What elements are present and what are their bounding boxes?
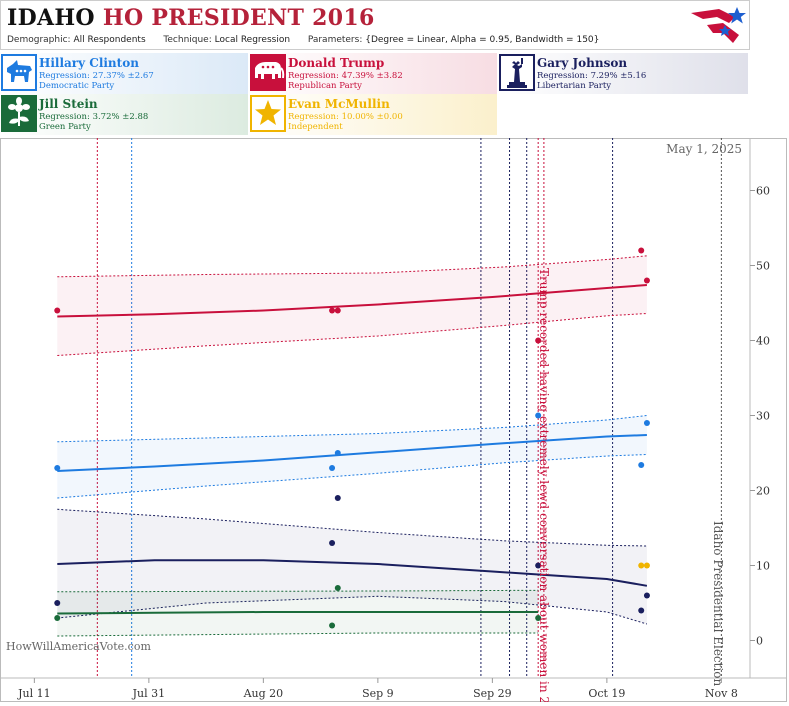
x-tick-label: Jul 11 <box>17 687 51 700</box>
donkey-icon <box>1 54 37 91</box>
x-tick-label: Oct 19 <box>588 687 625 700</box>
candidate-name: Jill Stein <box>39 97 98 111</box>
chart-date: May 1, 2025 <box>666 142 742 156</box>
poll-point <box>334 495 341 501</box>
x-tick-label: Aug 20 <box>243 687 284 700</box>
candidate-regression: Regression: 27.37% ±2.67 <box>39 71 154 81</box>
chart-header: IDAHO HO PRESIDENT 2016 Demographic: All… <box>0 0 750 50</box>
x-tick-label: Nov 8 <box>705 687 738 700</box>
candidate-party: Democratic Party <box>39 81 115 91</box>
poll-point <box>535 412 542 419</box>
candidate-name: Hillary Clinton <box>39 56 139 70</box>
confidence-upper <box>57 508 647 547</box>
liberty-statue-icon <box>499 54 535 91</box>
technique-value: Local Regression <box>214 35 291 45</box>
demographic-value: All Respondents <box>73 35 146 45</box>
y-tick-label: 20 <box>756 485 770 498</box>
candidate-party: Libertarian Party <box>537 81 612 91</box>
poll-point <box>535 562 542 569</box>
candidate-name: Donald Trump <box>288 56 385 70</box>
confidence-band <box>57 509 647 624</box>
candidate-regression: Regression: 10.00% ±0.00 <box>288 112 403 122</box>
candidate-card-clinton: Hillary Clinton Regression: 27.37% ±2.67… <box>0 53 248 94</box>
annotation-election: Idaho Presidential Election <box>711 521 725 687</box>
x-tick-label: Jul 31 <box>132 687 166 700</box>
confidence-lower <box>57 313 647 356</box>
poll-point <box>643 592 650 599</box>
candidate-card-mcmullin: Evan McMullin Regression: 10.00% ±0.00 I… <box>249 94 497 135</box>
candidate-regression: Regression: 7.29% ±5.16 <box>537 71 647 81</box>
poll-point <box>329 465 336 471</box>
parameters-label: Parameters: <box>307 35 363 45</box>
candidate-party: Republican Party <box>288 81 362 91</box>
poll-point <box>643 420 650 426</box>
confidence-lower <box>57 595 648 625</box>
poll-point <box>329 540 336 546</box>
confidence-band <box>57 590 539 636</box>
candidate-name: Evan McMullin <box>288 97 390 111</box>
poll-point <box>638 462 645 468</box>
y-tick-label: 50 <box>756 260 770 273</box>
confidence-lower <box>57 632 539 637</box>
poll-point <box>334 450 341 456</box>
x-tick-label: Sep 9 <box>362 687 394 700</box>
candidate-card-stein: Jill Stein Regression: 3.72% ±2.88 Green… <box>0 94 248 135</box>
y-tick-label: 60 <box>756 185 770 198</box>
confidence-upper <box>57 255 647 278</box>
site-logo-icon <box>691 7 746 43</box>
poll-point <box>643 562 650 569</box>
poll-point <box>643 277 650 284</box>
trend-line <box>57 611 539 615</box>
confidence-upper <box>57 415 647 443</box>
chart-area: 0 10 20 30 40 50 60 Jul 11 Jul 31 Aug 20 Sep 9 Sep … <box>0 138 787 706</box>
parameters-line: Demographic: All Respondents Technique: … <box>7 35 599 45</box>
candidate-name: Gary Johnson <box>537 56 628 70</box>
trend-line <box>57 284 647 318</box>
watermark: HowWillAmericaVote.com <box>6 640 151 653</box>
poll-point <box>54 615 61 621</box>
poll-point <box>329 307 336 314</box>
poll-point <box>638 607 645 614</box>
poll-point <box>535 337 542 344</box>
poll-point <box>638 247 645 254</box>
technique-label: Technique: <box>163 35 212 45</box>
title-rest: HO PRESIDENT 2016 <box>102 5 375 31</box>
y-tick-label: 30 <box>756 410 770 423</box>
page-title: IDAHO HO PRESIDENT 2016 <box>7 5 375 31</box>
candidate-party: Independent <box>288 122 343 132</box>
trend-line <box>57 559 648 587</box>
poll-point <box>334 307 341 314</box>
y-tick-label: 10 <box>756 560 770 573</box>
annotation-trump-tape: Trump recorded having extremely lewd con… <box>537 268 551 702</box>
poll-point <box>54 465 61 471</box>
poll-point <box>329 622 336 629</box>
star-icon <box>250 95 286 132</box>
y-tick-label: 40 <box>756 335 770 348</box>
poll-point <box>334 585 341 591</box>
elephant-icon <box>250 54 286 91</box>
candidate-card-trump: Donald Trump Regression: 47.39% ±3.82 Re… <box>249 53 497 94</box>
y-tick-label: 0 <box>756 635 763 648</box>
poll-point <box>54 307 61 314</box>
candidate-card-johnson: Gary Johnson Regression: 7.29% ±5.16 Lib… <box>498 53 748 94</box>
poll-chart: 0 10 20 30 40 50 60 Jul 11 Jul 31 Aug 20 Sep 9 Sep … <box>0 138 787 706</box>
confidence-band <box>57 415 647 498</box>
candidate-party: Green Party <box>39 122 91 132</box>
candidate-regression: Regression: 3.72% ±2.88 <box>39 112 149 122</box>
poll-point <box>638 562 645 569</box>
poll-point <box>535 615 542 621</box>
parameters-value: {Degree = Linear, Alpha = 0.95, Bandwidt… <box>365 35 600 45</box>
candidate-regression: Regression: 47.39% ±3.82 <box>288 71 403 81</box>
trend-line <box>57 434 647 472</box>
flower-icon <box>1 95 37 132</box>
poll-point <box>54 600 61 606</box>
confidence-upper <box>57 589 539 593</box>
title-state: IDAHO <box>7 5 95 31</box>
demographic-label: Demographic: <box>7 35 71 45</box>
x-tick-label: Sep 29 <box>473 687 512 700</box>
confidence-lower <box>57 454 647 499</box>
